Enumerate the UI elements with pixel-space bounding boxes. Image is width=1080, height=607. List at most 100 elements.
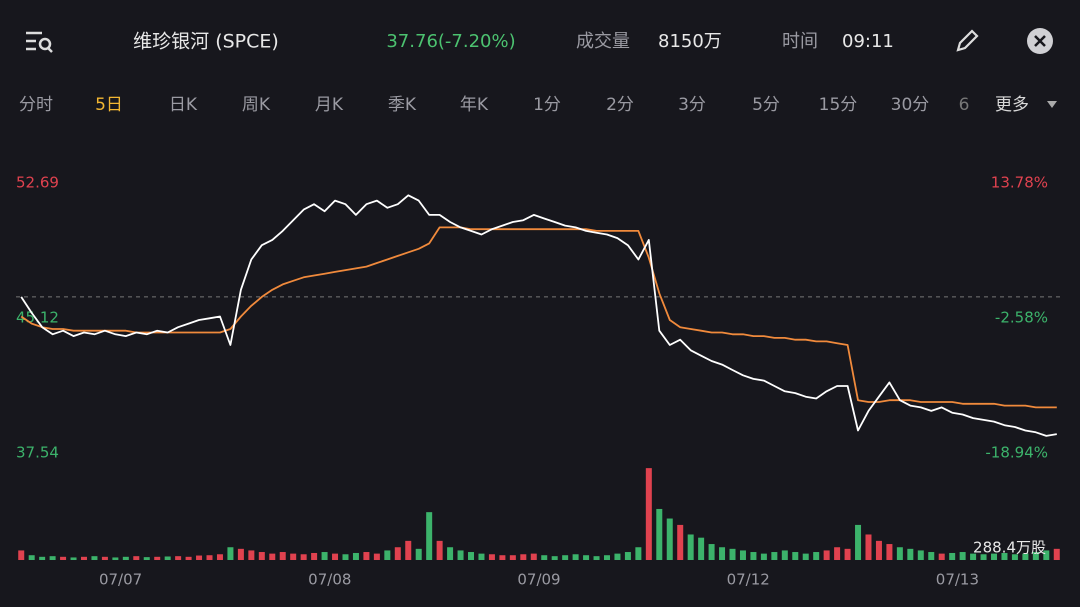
- volume-bar: [499, 555, 506, 560]
- volume-bar: [938, 553, 945, 560]
- volume-bar: [520, 554, 527, 560]
- volume-bar: [196, 555, 203, 560]
- x-tick-label: 07/07: [99, 571, 142, 589]
- volume-bar: [624, 552, 631, 560]
- x-tick-label: 07/09: [517, 571, 560, 589]
- volume-bar: [28, 555, 35, 560]
- volume-bar: [352, 552, 359, 560]
- more-tab[interactable]: 更多: [995, 95, 1029, 115]
- volume-bar: [875, 540, 882, 560]
- series-line: [20, 194, 1057, 437]
- volume-bar: [342, 554, 349, 560]
- close-button[interactable]: [1027, 28, 1053, 54]
- tab[interactable]: 季K: [388, 95, 417, 115]
- volume-bar: [122, 556, 129, 560]
- tab[interactable]: 5日: [95, 95, 123, 115]
- volume-bar: [813, 552, 820, 560]
- volume-bar: [447, 547, 454, 560]
- volume-bar: [509, 555, 516, 560]
- volume-bar: [237, 548, 244, 560]
- tab[interactable]: 3分: [678, 95, 706, 115]
- volume-bar: [311, 552, 318, 560]
- tab[interactable]: 30分: [891, 95, 930, 115]
- tab[interactable]: 日K: [169, 95, 198, 115]
- volume-bar: [844, 548, 851, 560]
- volume-bar: [279, 552, 286, 560]
- volume-bar: [855, 524, 862, 560]
- tab[interactable]: 分时: [19, 95, 53, 115]
- volume-max-label: 288.4万股: [973, 539, 1046, 557]
- volume-bar: [823, 550, 830, 560]
- volume-bar: [49, 556, 56, 560]
- volume-bar: [572, 554, 579, 560]
- volume-bar: [834, 547, 841, 560]
- more-arrow: [1047, 101, 1057, 108]
- volume-bar: [258, 552, 265, 560]
- volume-bar: [133, 556, 140, 560]
- series-line: [20, 226, 1057, 409]
- volume-bar: [562, 555, 569, 560]
- volume-bar: [949, 552, 956, 560]
- tab[interactable]: 6: [959, 95, 970, 115]
- stock-price: 37.76(-7.20%): [386, 31, 515, 52]
- volume-bar: [332, 553, 339, 560]
- volume-bar: [656, 508, 663, 560]
- volume-bar: [1053, 548, 1060, 560]
- volume-bar: [771, 552, 778, 560]
- volume-bar: [468, 552, 475, 560]
- volume-bar: [603, 555, 610, 560]
- volume-bar: [363, 552, 370, 560]
- volume-bar: [154, 556, 161, 560]
- volume-label: 成交量: [576, 31, 630, 52]
- tab[interactable]: 15分: [819, 95, 858, 115]
- volume-bar: [436, 540, 443, 560]
- volume-bar: [18, 550, 25, 560]
- volume-bar: [687, 534, 694, 560]
- tab[interactable]: 周K: [242, 95, 271, 115]
- y2-tick-label: -18.94%: [985, 444, 1048, 462]
- edit-icon[interactable]: [956, 29, 979, 52]
- volume-bar: [1043, 550, 1050, 560]
- y-tick-label: 37.54: [16, 444, 59, 462]
- x-tick-label: 07/08: [308, 571, 351, 589]
- y-tick-label: 45.12: [16, 308, 59, 326]
- volume-bar: [80, 556, 87, 560]
- y2-tick-label: 13.78%: [991, 174, 1048, 192]
- volume-bar: [227, 547, 234, 560]
- volume-bar: [269, 553, 276, 560]
- volume-bar: [426, 512, 433, 560]
- tab[interactable]: 月K: [315, 95, 344, 115]
- volume-bar: [457, 550, 464, 560]
- tab[interactable]: 1分: [533, 95, 561, 115]
- volume-bar: [666, 518, 673, 560]
- x-tick-label: 07/12: [727, 571, 770, 589]
- tab[interactable]: 2分: [606, 95, 634, 115]
- volume-bar: [865, 534, 872, 560]
- volume-bar: [708, 544, 715, 560]
- stock-title: 维珍银河 (SPCE): [133, 31, 279, 53]
- volume-bar: [175, 556, 182, 560]
- menu-icon[interactable]: [26, 31, 53, 53]
- volume-bar: [478, 553, 485, 560]
- volume-bar: [60, 556, 67, 560]
- volume-bar: [300, 554, 307, 560]
- volume-bar: [635, 547, 642, 560]
- volume-bar: [1001, 552, 1008, 560]
- volume-bar: [206, 555, 213, 560]
- volume-bar: [729, 548, 736, 560]
- volume-bar: [290, 553, 297, 560]
- volume-bar: [321, 552, 328, 560]
- volume-bar: [677, 524, 684, 560]
- volume-bar: [1022, 553, 1029, 560]
- tab[interactable]: 年K: [460, 95, 489, 115]
- volume-bar: [373, 553, 380, 560]
- volume-bar: [1011, 554, 1018, 560]
- volume-bar: [164, 556, 171, 560]
- volume-bar: [1032, 552, 1039, 560]
- volume-bar: [719, 547, 726, 560]
- tab[interactable]: 5分: [752, 95, 780, 115]
- volume-bar: [70, 557, 77, 560]
